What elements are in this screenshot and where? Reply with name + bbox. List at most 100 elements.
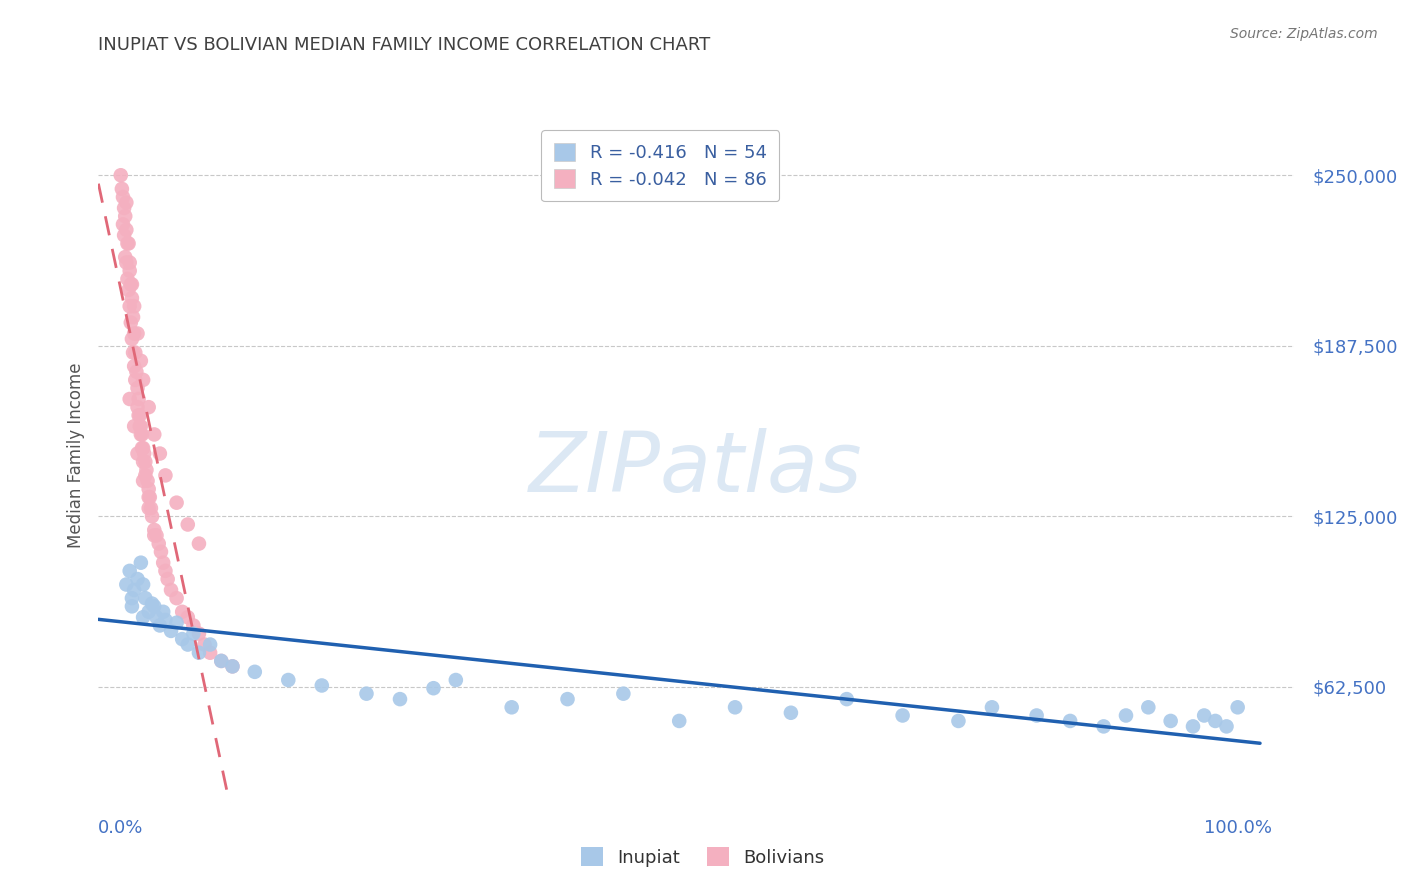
- Inupiat: [177, 638, 200, 652]
- Bolivians: [148, 536, 170, 550]
- Inupiat: [127, 572, 149, 586]
- Bolivians: [121, 291, 143, 305]
- Bolivians: [120, 277, 142, 292]
- Inupiat: [209, 654, 232, 668]
- Bolivians: [118, 264, 141, 278]
- Bolivians: [160, 582, 183, 597]
- Inupiat: [1204, 714, 1226, 728]
- Bolivians: [221, 659, 243, 673]
- Inupiat: [183, 626, 205, 640]
- Bolivians: [143, 528, 166, 542]
- Inupiat: [1059, 714, 1081, 728]
- Bolivians: [138, 482, 160, 496]
- Bolivians: [117, 236, 139, 251]
- Bolivians: [118, 392, 141, 406]
- Inupiat: [118, 564, 141, 578]
- Bolivians: [118, 299, 141, 313]
- Inupiat: [277, 673, 299, 687]
- Inupiat: [422, 681, 444, 696]
- Bolivians: [121, 277, 143, 292]
- Bolivians: [127, 381, 149, 395]
- Inupiat: [221, 659, 243, 673]
- Inupiat: [891, 708, 914, 723]
- Bolivians: [121, 332, 143, 346]
- Inupiat: [152, 605, 174, 619]
- Bolivians: [118, 255, 141, 269]
- Bolivians: [143, 523, 166, 537]
- Inupiat: [1192, 708, 1215, 723]
- Bolivians: [122, 299, 145, 313]
- Bolivians: [132, 455, 155, 469]
- Inupiat: [134, 591, 156, 606]
- Bolivians: [149, 545, 172, 559]
- Bolivians: [156, 572, 179, 586]
- Bolivians: [141, 509, 163, 524]
- Bolivians: [129, 353, 152, 368]
- Bolivians: [183, 618, 205, 632]
- Bolivians: [131, 441, 153, 455]
- Bolivians: [122, 359, 145, 374]
- Bolivians: [128, 409, 150, 423]
- Bolivians: [132, 474, 155, 488]
- Inupiat: [132, 610, 155, 624]
- Inupiat: [243, 665, 266, 679]
- Bolivians: [152, 556, 174, 570]
- Inupiat: [1115, 708, 1137, 723]
- Bolivians: [122, 419, 145, 434]
- Bolivians: [110, 168, 132, 182]
- Inupiat: [835, 692, 858, 706]
- Bolivians: [149, 446, 172, 460]
- Bolivians: [125, 365, 148, 379]
- Bolivians: [122, 345, 145, 359]
- Bolivians: [117, 236, 139, 251]
- Inupiat: [1226, 700, 1249, 714]
- Inupiat: [1025, 708, 1047, 723]
- Inupiat: [557, 692, 579, 706]
- Bolivians: [177, 610, 200, 624]
- Bolivians: [209, 654, 232, 668]
- Inupiat: [356, 687, 378, 701]
- Inupiat: [198, 638, 221, 652]
- Inupiat: [501, 700, 523, 714]
- Bolivians: [187, 626, 209, 640]
- Legend: R = -0.416   N = 54, R = -0.042   N = 86: R = -0.416 N = 54, R = -0.042 N = 86: [541, 130, 779, 202]
- Bolivians: [114, 250, 136, 264]
- Bolivians: [187, 536, 209, 550]
- Text: Source: ZipAtlas.com: Source: ZipAtlas.com: [1230, 27, 1378, 41]
- Inupiat: [138, 605, 160, 619]
- Bolivians: [124, 345, 146, 359]
- Bolivians: [128, 409, 150, 423]
- Inupiat: [121, 599, 143, 614]
- Bolivians: [129, 427, 152, 442]
- Inupiat: [1137, 700, 1160, 714]
- Inupiat: [780, 706, 803, 720]
- Bolivians: [115, 255, 138, 269]
- Bolivians: [127, 400, 149, 414]
- Bolivians: [143, 427, 166, 442]
- Inupiat: [115, 577, 138, 591]
- Inupiat: [145, 610, 167, 624]
- Bolivians: [111, 190, 134, 204]
- Bolivians: [139, 490, 162, 504]
- Bolivians: [138, 501, 160, 516]
- Inupiat: [311, 678, 333, 692]
- Bolivians: [128, 392, 150, 406]
- Bolivians: [172, 605, 194, 619]
- Bolivians: [120, 316, 142, 330]
- Bolivians: [134, 446, 156, 460]
- Bolivians: [128, 419, 150, 434]
- Text: INUPIAT VS BOLIVIAN MEDIAN FAMILY INCOME CORRELATION CHART: INUPIAT VS BOLIVIAN MEDIAN FAMILY INCOME…: [98, 36, 710, 54]
- Bolivians: [117, 283, 139, 297]
- Bolivians: [177, 517, 200, 532]
- Inupiat: [948, 714, 970, 728]
- Inupiat: [1160, 714, 1182, 728]
- Bolivians: [193, 638, 215, 652]
- Bolivians: [117, 272, 139, 286]
- Bolivians: [131, 427, 153, 442]
- Inupiat: [1215, 719, 1237, 733]
- Bolivians: [155, 564, 177, 578]
- Bolivians: [111, 218, 134, 232]
- Inupiat: [149, 618, 172, 632]
- Bolivians: [198, 646, 221, 660]
- Bolivians: [132, 373, 155, 387]
